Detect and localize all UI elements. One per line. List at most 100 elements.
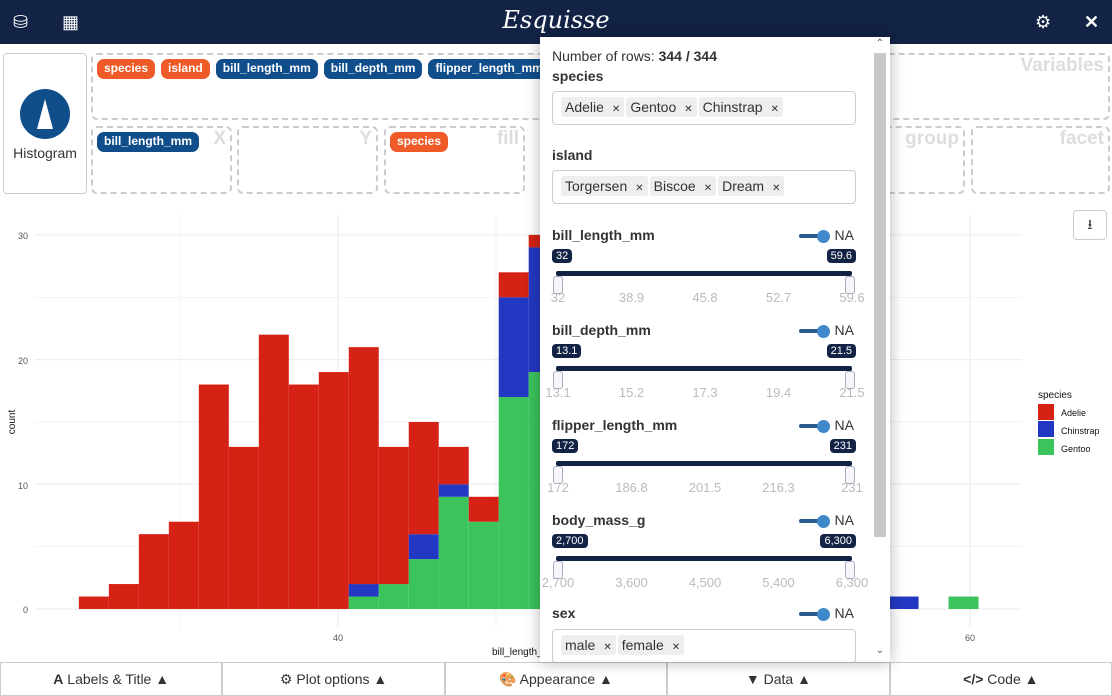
dropzone-caption: Variables	[1020, 55, 1104, 76]
slider-max-value: 59.6	[826, 249, 856, 263]
slider-tick-label: 21.5	[839, 385, 865, 400]
legend-key-gentoo	[1038, 439, 1054, 455]
na-toggle[interactable]: NA	[798, 322, 854, 338]
variable-pill[interactable]: bill_depth_mm	[323, 59, 423, 79]
legend-label: Chinstrap	[1061, 426, 1100, 436]
slider-tick-label: 201.5	[688, 480, 722, 495]
filter-label: body_mass_g	[552, 512, 646, 528]
tag[interactable]: Dream ✕	[718, 176, 785, 196]
variable-pill[interactable]: island	[161, 59, 210, 79]
scroll-down-icon[interactable]: ⌄	[875, 645, 884, 656]
app-header: ⛁ ▦ Esquisse ⚙ ✕	[0, 0, 1112, 44]
slider-track[interactable]	[556, 556, 852, 561]
tag[interactable]: Chinstrap ✕	[698, 97, 783, 117]
y-tick-label: 0	[23, 605, 28, 615]
table-icon[interactable]: ▦	[62, 12, 80, 32]
na-toggle[interactable]: NA	[798, 512, 854, 528]
slider-tick-label: 186.8	[615, 480, 648, 495]
remove-icon: ✕	[603, 642, 612, 653]
download-button[interactable]: ⭳	[1073, 210, 1107, 240]
tag[interactable]: Adelie ✕	[561, 97, 625, 117]
button-label: Code	[987, 671, 1021, 687]
na-toggle[interactable]: NA	[798, 227, 854, 243]
filter-label: flipper_length_mm	[552, 417, 678, 433]
legend-title: species	[1038, 390, 1072, 401]
slider-tick-label: 3,600	[615, 575, 648, 590]
plot-options-button[interactable]: ⚙ Plot options ▲	[222, 663, 445, 696]
slider-tick-label: 45.8	[692, 290, 718, 305]
geom-selector-button[interactable]: Histogram	[3, 53, 87, 194]
slider-tick-label: 172	[547, 480, 569, 495]
filter-icon: ▼	[745, 671, 760, 687]
close-icon[interactable]: ✕	[1084, 12, 1100, 32]
slider-max-value: 21.5	[826, 344, 856, 358]
slider-max-handle[interactable]	[845, 466, 855, 484]
variable-pill[interactable]: species	[97, 59, 156, 79]
island-select[interactable]: Torgersen ✕ Biscoe ✕ Dream ✕	[552, 170, 856, 204]
na-toggle[interactable]: NA	[798, 417, 854, 433]
bar-adelie	[108, 584, 139, 609]
labels-title-button[interactable]: A Labels & Title ▲	[0, 663, 223, 696]
bar-adelie	[498, 272, 529, 298]
tag[interactable]: male ✕	[561, 635, 616, 655]
bar-adelie	[138, 534, 169, 609]
na-toggle[interactable]: NA	[798, 605, 854, 621]
variable-pill[interactable]: flipper_length_mm	[428, 59, 550, 79]
bar-chinstrap	[888, 596, 919, 609]
species-select[interactable]: Adelie ✕ Gentoo ✕ Chinstrap ✕	[552, 91, 856, 125]
scrollbar[interactable]	[874, 53, 886, 537]
x-pill[interactable]: bill_length_mm	[97, 132, 200, 152]
tag[interactable]: Gentoo ✕	[626, 97, 697, 117]
data-filter-panel: ⌃ ⌄ Number of rows: 344 / 344 species Ad…	[540, 37, 890, 662]
scroll-up-icon[interactable]: ⌃	[875, 38, 884, 49]
slider-track[interactable]	[556, 461, 852, 466]
tag[interactable]: Biscoe ✕	[649, 176, 717, 196]
bar-adelie	[228, 446, 259, 609]
fill-dropzone[interactable]: fill species	[384, 126, 525, 194]
x-tick-label: 60	[965, 633, 975, 643]
slider-min-handle[interactable]	[553, 561, 563, 579]
tag[interactable]: Torgersen ✕	[561, 176, 648, 196]
histogram-icon	[20, 89, 70, 139]
slider-min-handle[interactable]	[553, 466, 563, 484]
y-dropzone[interactable]: Y	[237, 126, 378, 194]
slider-track[interactable]	[556, 271, 852, 276]
variable-pill[interactable]: bill_length_mm	[215, 59, 318, 79]
appearance-button[interactable]: 🎨 Appearance ▲	[444, 663, 668, 696]
bar-adelie	[438, 446, 469, 485]
legend-key-adelie	[1038, 404, 1054, 420]
remove-icon: ✕	[635, 183, 644, 194]
bar-gentoo	[378, 584, 409, 609]
slider-tick-label: 5,400	[762, 575, 795, 590]
row-count: Number of rows: 344 / 344	[552, 48, 717, 64]
fill-pill[interactable]: species	[390, 132, 449, 152]
slider-max-handle[interactable]	[845, 276, 855, 294]
gear-icon[interactable]: ⚙	[1035, 12, 1052, 32]
legend-key-chinstrap	[1038, 421, 1054, 437]
slider-max-handle[interactable]	[845, 561, 855, 579]
filter-label: sex	[552, 605, 576, 621]
sex-select[interactable]: male ✕ female ✕	[552, 629, 856, 662]
bar-adelie	[378, 446, 409, 585]
slider-max-handle[interactable]	[845, 371, 855, 389]
legend-label: Adelie	[1061, 408, 1086, 418]
code-icon: </>	[963, 671, 984, 687]
legend-label: Gentoo	[1061, 444, 1091, 454]
slider-min-handle[interactable]	[553, 276, 563, 294]
slider-tick-label: 2,700	[541, 575, 575, 590]
facet-dropzone[interactable]: facet	[971, 126, 1110, 194]
y-tick-label: 10	[18, 481, 28, 491]
slider-min-handle[interactable]	[553, 371, 563, 389]
tag[interactable]: female ✕	[617, 635, 685, 655]
remove-icon: ✕	[684, 104, 693, 115]
slider-tick-label: 13.1	[545, 385, 571, 400]
code-button[interactable]: </> Code ▲	[889, 663, 1112, 696]
filter-label: bill_depth_mm	[552, 322, 651, 338]
database-icon[interactable]: ⛁	[13, 12, 29, 32]
dropzone-caption: group	[905, 128, 959, 149]
slider-tick-label: 19.4	[765, 385, 792, 400]
slider-track[interactable]	[556, 366, 852, 371]
slider-min-value: 172	[552, 439, 579, 453]
data-button[interactable]: ▼ Data ▲	[667, 663, 890, 696]
